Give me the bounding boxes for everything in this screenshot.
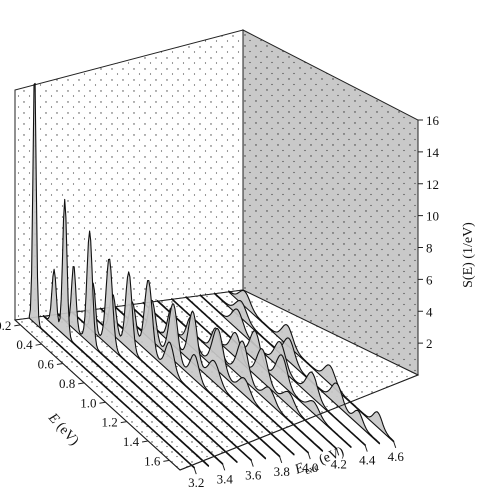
- z-tick-label-3: 8: [426, 241, 433, 256]
- x-tick-mark-3: [78, 382, 85, 385]
- y-tick-mark-1: [222, 464, 226, 471]
- y-tick-label-7: 4.6: [388, 449, 405, 464]
- y-tick-mark-2: [250, 460, 254, 467]
- x-tick-mark-0: [14, 324, 21, 327]
- z-tick-label-7: 16: [426, 113, 440, 128]
- spectrum-15: [228, 289, 395, 443]
- spectrum-10: [156, 299, 324, 452]
- x-tick-label-7: 1.6: [144, 453, 161, 468]
- x-tick-mark-4: [99, 401, 106, 404]
- z-tick-label-2: 6: [426, 272, 433, 287]
- y-tick-mark-5: [336, 449, 340, 456]
- x-tick-label-4: 1.0: [80, 395, 96, 410]
- x-tick-label-5: 1.2: [102, 415, 118, 430]
- z-tick-label-5: 12: [426, 177, 439, 192]
- y-tick-mark-6: [364, 445, 368, 452]
- y-tick-label-4: 4.0: [302, 460, 318, 475]
- spectrum-3: [57, 230, 224, 465]
- y-tick-label-5: 4.2: [331, 456, 347, 471]
- z-axis-label: S(E) (1/eV): [461, 222, 476, 288]
- z-tick-label-0: 2: [426, 336, 433, 351]
- x-tick-label-1: 0.4: [16, 337, 33, 352]
- y-tick-label-6: 4.4: [359, 453, 376, 468]
- x-tick-mark-2: [56, 363, 63, 366]
- x-axis-label: E (eV): [44, 410, 81, 449]
- spectrum-1: [28, 82, 195, 469]
- y-tick-label-2: 3.6: [245, 468, 262, 483]
- y-tick-mark-7: [393, 441, 397, 449]
- y-tick-label-1: 3.4: [217, 471, 234, 486]
- x-tick-label-2: 0.6: [38, 357, 55, 372]
- x-tick-label-0: 0.2: [0, 318, 11, 333]
- x-tick-mark-7: [163, 459, 170, 462]
- y-tick-mark-3: [279, 456, 283, 464]
- z-tick-label-6: 14: [426, 145, 440, 160]
- x-axis-line: [14, 319, 181, 471]
- y-tick-label-3: 3.8: [274, 464, 290, 479]
- z-tick-label-1: 4: [426, 304, 433, 319]
- x-tick-mark-5: [120, 421, 127, 424]
- spectra-group: [28, 82, 395, 469]
- y-tick-mark-0: [193, 467, 197, 475]
- y-axis-line: [179, 374, 419, 471]
- spectrum-2: [42, 198, 210, 467]
- y-tick-label-0: 3.2: [188, 475, 204, 490]
- z-ticks: 2 4 6 8 10 12 14 16: [418, 113, 440, 351]
- y-tick-mark-4: [307, 452, 311, 460]
- spectrum-4: [71, 258, 238, 464]
- y-ticks: 3.2 3.4 3.6 3.8 4.0 4.2 4.4 4.6: [188, 441, 405, 490]
- spectrum-5: [85, 271, 252, 462]
- x-tick-mark-1: [35, 343, 42, 346]
- spectrum-14: [213, 292, 381, 445]
- z-tick-label-4: 10: [426, 209, 439, 224]
- x-tick-mark-6: [141, 440, 149, 443]
- x-tick-label-3: 0.8: [59, 376, 75, 391]
- x-ticks: 0.2 0.4 0.6 0.8 1.0 1.2 1.4 1.6: [0, 318, 170, 468]
- x-tick-label-6: 1.4: [123, 434, 140, 449]
